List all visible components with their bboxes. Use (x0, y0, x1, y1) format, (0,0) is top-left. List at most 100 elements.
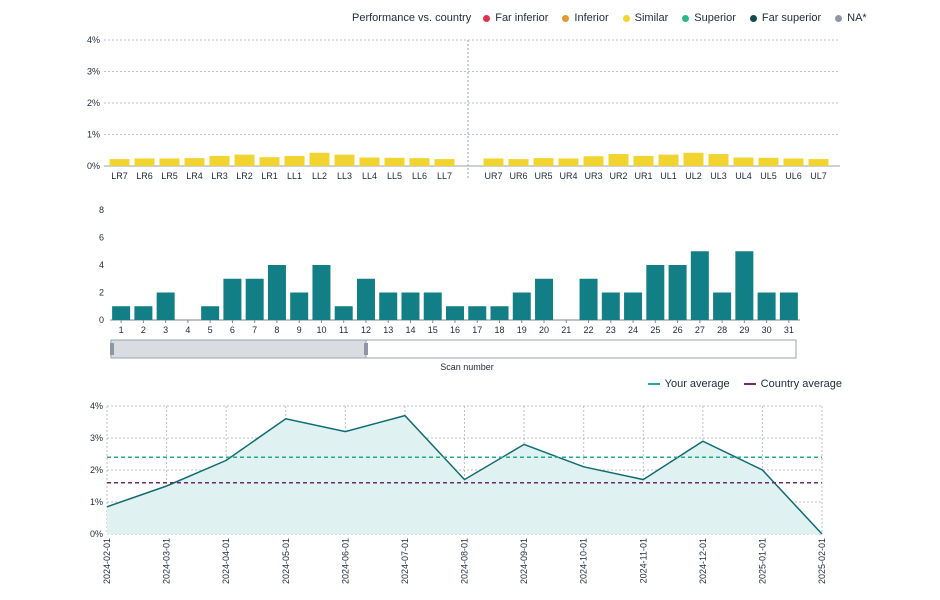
x-tick-label: 26 (673, 325, 683, 335)
tooth-bar (708, 154, 729, 166)
x-tick-label: 31 (784, 325, 794, 335)
y-tick-label: 4% (90, 401, 103, 411)
trend-area-chart: 0% 1% 2% 3% 4% 2024-02-01 2024-03-01 2024-04-01… (90, 401, 827, 584)
x-tick-label: 28 (717, 325, 727, 335)
x-tick-label: 18 (495, 325, 505, 335)
scan-bar (757, 292, 776, 320)
x-tick-label: LL3 (337, 171, 352, 181)
legend-label: Far inferior (495, 12, 549, 24)
x-tick-label: UL2 (685, 171, 702, 181)
y-tick-label: 2 (99, 288, 104, 298)
average-legend: Your average Country average (634, 378, 842, 390)
x-tick-label: LL4 (362, 171, 377, 181)
x-tick-label: UL7 (810, 171, 827, 181)
x-tick-label: 2024-04-01 (221, 538, 231, 584)
tooth-bar (658, 154, 679, 166)
x-tick-label: 2024-03-01 (162, 538, 172, 584)
tooth-bar (309, 152, 330, 166)
legend-label: Your average (664, 378, 730, 390)
legend-title: Performance vs. country (352, 12, 472, 24)
x-tick-label: UR3 (584, 171, 602, 181)
x-tick-label: 15 (428, 325, 438, 335)
y-tick-label: 1% (90, 497, 103, 507)
legend-label: Similar (634, 12, 669, 24)
scan-bar (312, 265, 331, 320)
x-tick-label: 6 (230, 325, 235, 335)
legend-item-similar[interactable]: Similar (622, 12, 669, 24)
x-tick-label: 2024-08-01 (460, 538, 470, 584)
scan-bar (624, 292, 643, 320)
x-tick-label: UL6 (785, 171, 802, 181)
x-tick-label: LR1 (261, 171, 278, 181)
legend-item-far-inferior[interactable]: Far inferior (483, 12, 548, 24)
x-tick-label: UR5 (534, 171, 552, 181)
legend-label: Superior (694, 12, 736, 24)
legend-label: NA* (847, 12, 867, 24)
legend-item-far-superior[interactable]: Far superior (749, 12, 821, 24)
x-tick-label: 2025-01-01 (757, 538, 767, 584)
tooth-bar (633, 155, 654, 166)
x-tick-label: 8 (274, 325, 279, 335)
legend-item-na[interactable]: NA* (835, 12, 867, 24)
x-tick-label: 22 (584, 325, 594, 335)
x-tick-label: 3 (163, 325, 168, 335)
y-tick-label: 8 (99, 205, 104, 215)
tooth-bar (359, 157, 380, 166)
x-tick-label: 12 (361, 325, 371, 335)
x-tick-label: LL2 (312, 171, 327, 181)
x-tick-label: LR6 (136, 171, 153, 181)
y-tick-label: 0 (99, 315, 104, 325)
x-tick-label: 2024-07-01 (400, 538, 410, 584)
y-tick-label: 0% (87, 161, 100, 171)
scan-bar (735, 251, 754, 320)
y-tick-label: 6 (99, 233, 104, 243)
scan-bar (156, 292, 175, 320)
x-tick-label: 24 (628, 325, 638, 335)
scan-bar (267, 265, 286, 320)
tooth-bar (758, 157, 779, 166)
scan-bar (646, 265, 665, 320)
x-tick-label: 2024-06-01 (340, 538, 350, 584)
scan-bar (668, 265, 687, 320)
x-tick-label: LL7 (437, 171, 452, 181)
x-tick-label: UR2 (609, 171, 627, 181)
x-tick-label: LL5 (387, 171, 402, 181)
x-tick-label: 29 (739, 325, 749, 335)
y-tick-label: 3% (90, 433, 103, 443)
x-tick-label: 5 (208, 325, 213, 335)
legend-swatch (835, 14, 843, 22)
x-tick-label: 17 (472, 325, 482, 335)
legend-item-inferior[interactable]: Inferior (562, 12, 609, 24)
x-tick-label: 10 (316, 325, 326, 335)
tooth-bar (583, 156, 604, 166)
x-tick-label: 19 (517, 325, 527, 335)
legend-label: Country average (760, 378, 842, 390)
scan-bar (223, 278, 242, 320)
scan-bar (245, 278, 264, 320)
x-tick-label: 7 (252, 325, 257, 335)
y-tick-label: 4% (87, 35, 100, 45)
x-tick-label: LL6 (412, 171, 427, 181)
scrollbar-handle-left[interactable] (110, 343, 114, 355)
scan-bar (779, 292, 798, 320)
scan-bar (601, 292, 620, 320)
scrollbar-thumb[interactable] (110, 339, 367, 359)
scan-bar (401, 292, 420, 320)
tooth-bar (558, 158, 579, 166)
legend-item-country-average[interactable]: Country average (743, 378, 842, 390)
x-tick-label: 20 (539, 325, 549, 335)
scan-bar (468, 306, 487, 320)
y-tick-label: 2% (87, 98, 100, 108)
scrollbar-handle-right[interactable] (364, 343, 368, 355)
scan-range-scrollbar[interactable]: Scan number (110, 339, 797, 372)
tooth-bar (533, 158, 554, 166)
tooth-bar (109, 159, 130, 166)
scan-bar (134, 306, 153, 320)
legend-item-superior[interactable]: Superior (682, 12, 736, 24)
x-tick-label: 2025-02-01 (817, 538, 827, 584)
x-tick-label: LR5 (161, 171, 178, 181)
x-tick-label: 16 (450, 325, 460, 335)
scan-bar (579, 278, 598, 320)
legend-item-your-average[interactable]: Your average (647, 378, 730, 390)
